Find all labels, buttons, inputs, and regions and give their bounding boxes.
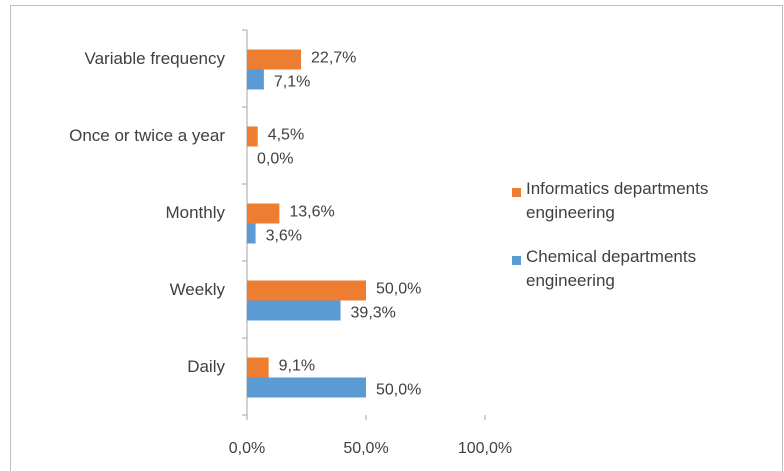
data-label: 13,6% [289,204,334,221]
bar [247,203,280,224]
bar [247,280,366,301]
data-label: 7,1% [274,74,310,91]
chart-border [10,5,783,471]
y-tick-label: Variable frequency [85,49,226,68]
x-tick-label: 100,0% [458,440,512,457]
bar [247,300,341,321]
bar [247,49,302,70]
data-label: 4,5% [268,127,304,144]
bar [247,69,264,90]
bar [247,357,269,378]
y-tick-label: Once or twice a year [69,126,225,145]
data-label: 50,0% [376,382,421,399]
legend-label: Chemical departments engineering [526,247,697,290]
legend-entry: Informatics departments engineering [526,179,709,222]
x-tick-label: 50,0% [343,440,388,457]
bar [247,377,366,398]
data-label: 3,6% [266,228,302,245]
x-tick-label: 0,0% [229,440,265,457]
y-tick-label: Daily [187,357,225,376]
y-tick-label: Monthly [165,203,225,222]
legend-entry: Chemical departments engineering [526,247,697,290]
data-label: 0,0% [257,151,293,168]
legend-label: Informatics departments engineering [526,179,709,222]
bar [247,223,256,244]
data-label: 50,0% [376,281,421,298]
y-tick-label: Weekly [170,280,226,299]
data-label: 22,7% [311,50,356,67]
data-label: 39,3% [351,305,396,322]
data-label: 9,1% [279,358,315,375]
legend-swatch [512,256,521,265]
legend-swatch [512,188,521,197]
bar [247,126,258,147]
